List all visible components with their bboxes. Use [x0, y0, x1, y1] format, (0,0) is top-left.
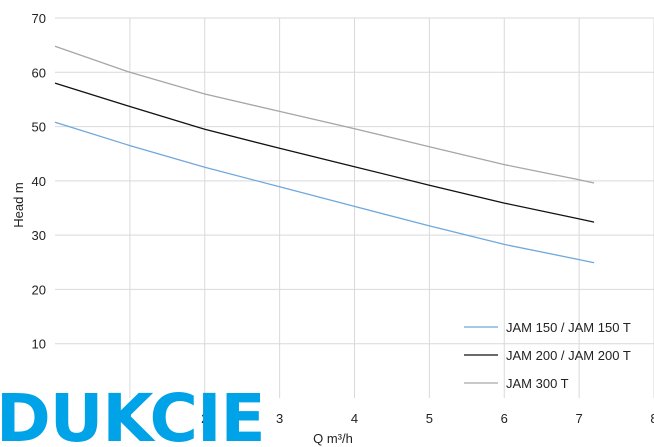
y-tick-label-60: 60 — [32, 65, 46, 80]
x-tick-label-4: 4 — [351, 411, 358, 426]
legend-label-2: JAM 200 / JAM 200 T — [506, 348, 631, 363]
y-tick-label-70: 70 — [32, 11, 46, 26]
y-tick-label-30: 30 — [32, 228, 46, 243]
y-axis-label: Head m — [11, 182, 26, 228]
y-tick-label-50: 50 — [32, 120, 46, 135]
y-tick-label-40: 40 — [32, 174, 46, 189]
x-tick-label-5: 5 — [426, 411, 433, 426]
y-tick-label-20: 20 — [32, 282, 46, 297]
watermark-logo: DUKCIE — [0, 380, 265, 447]
series-line-2 — [54, 82, 595, 223]
x-tick-label-3: 3 — [276, 411, 283, 426]
legend-label-3: JAM 300 T — [506, 376, 569, 391]
series-lines — [54, 45, 595, 264]
y-tick-label-10: 10 — [32, 337, 46, 352]
legend: JAM 150 / JAM 150 T JAM 200 / JAM 200 T JA… — [464, 320, 631, 391]
x-tick-labels: 1 2 3 4 5 6 7 8 — [126, 411, 654, 426]
x-tick-label-7: 7 — [576, 411, 583, 426]
x-tick-label-6: 6 — [501, 411, 508, 426]
y-tick-labels: 10 20 30 40 50 60 70 — [32, 11, 46, 352]
grid — [55, 17, 654, 398]
x-tick-label-8: 8 — [650, 411, 654, 426]
x-axis-label: Q m³/h — [313, 431, 353, 446]
x-tick-label-1: 1 — [126, 411, 133, 426]
x-tick-label-2: 2 — [201, 411, 208, 426]
series-line-3 — [54, 45, 595, 184]
legend-label-1: JAM 150 / JAM 150 T — [506, 320, 631, 335]
series-line-1 — [54, 121, 595, 264]
